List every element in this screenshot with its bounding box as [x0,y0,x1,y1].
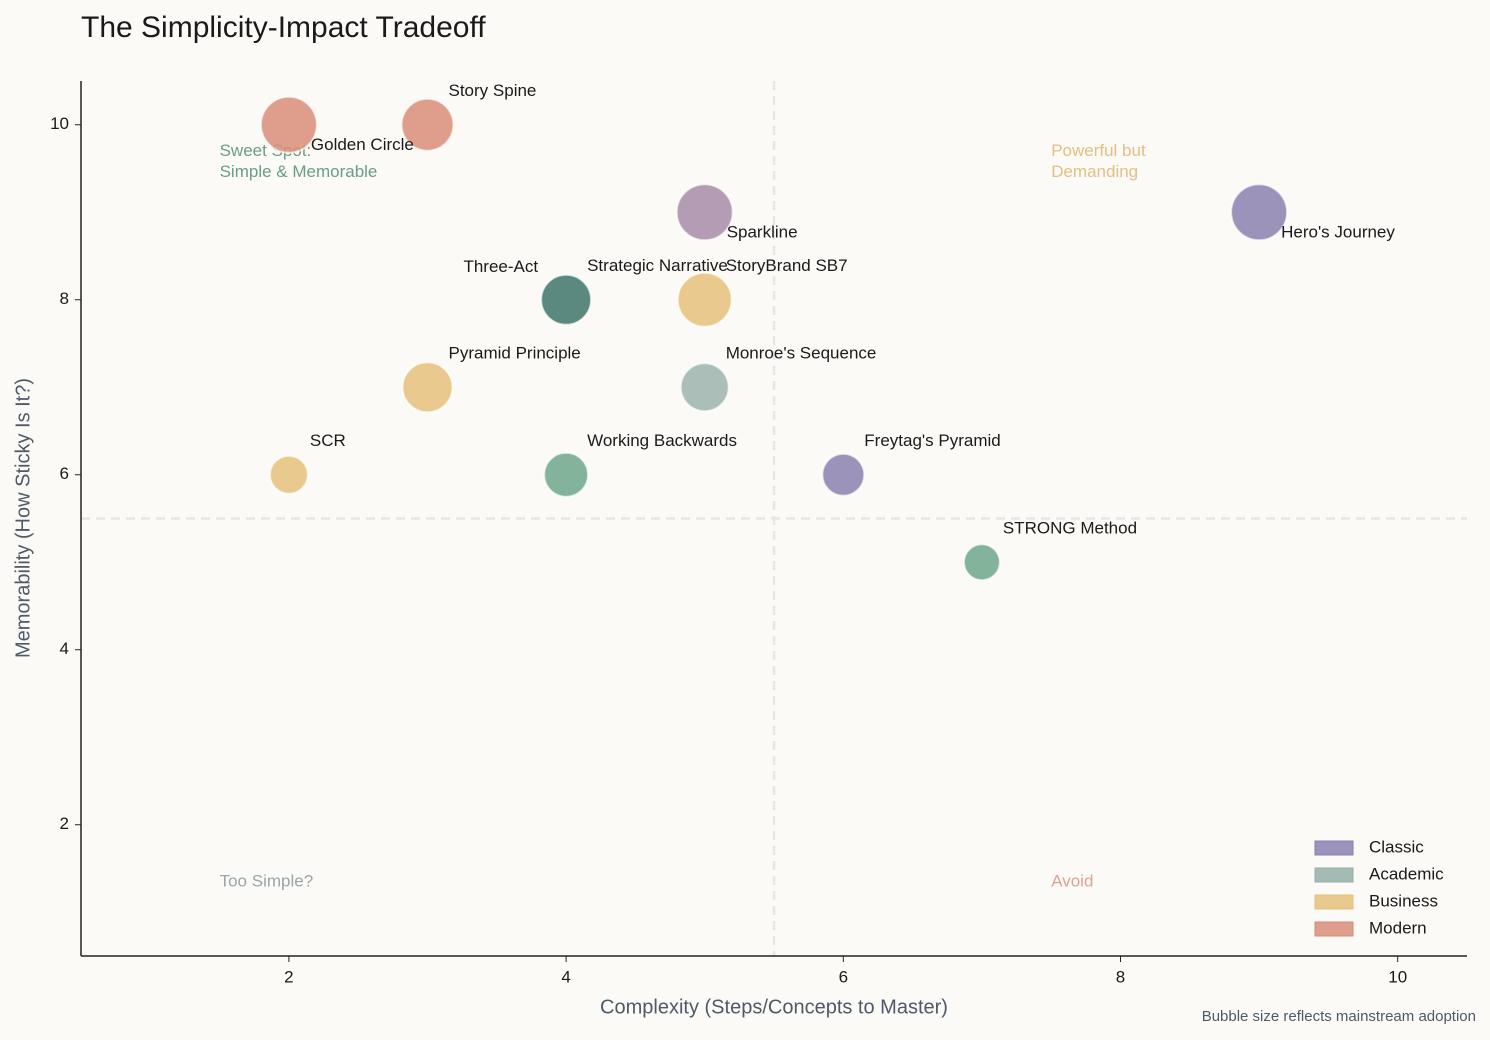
bubble [1230,183,1289,242]
point-label: Freytag's Pyramid [864,431,1000,450]
x-tick-label: 8 [1116,967,1125,986]
legend-label: Academic [1369,864,1444,883]
point-label: Three-Act [463,257,538,276]
legend-swatch [1314,921,1354,937]
legend-label: Modern [1369,918,1427,937]
legend-label: Classic [1369,837,1424,856]
quadrant-annotation: Powerful but [1051,141,1146,160]
point-label: Strategic Narrative [587,256,728,275]
x-axis-label: Complexity (Steps/Concepts to Master) [600,996,948,1018]
bubble [540,273,593,326]
point-label: Working Backwards [587,431,737,450]
x-tick-label: 10 [1388,967,1407,986]
quadrant-annotation: Demanding [1051,162,1138,181]
quadrant-annotation: Simple & Memorable [220,162,378,181]
x-tick-label: 2 [284,967,293,986]
footnote: Bubble size reflects mainstream adoption [1202,1008,1476,1025]
bubble [962,543,1001,582]
point-label: SCR [310,431,346,450]
y-tick-label: 4 [60,639,69,658]
point-label: STRONG Method [1003,519,1137,538]
y-tick-label: 6 [60,464,69,483]
point-label: StoryBrand SB7 [726,256,848,275]
point-label: Pyramid Principle [449,344,581,363]
point-label: Hero's Journey [1281,223,1395,242]
bubble [676,271,733,328]
bubble [268,454,309,495]
legend-label: Business [1369,891,1438,910]
point-label: Monroe's Sequence [726,344,877,363]
y-tick-label: 10 [50,114,69,133]
y-tick-label: 2 [60,814,69,833]
quadrant-annotation: Too Simple? [220,872,314,891]
y-axis-label: Memorability (How Sticky Is It?) [12,378,34,658]
point-label: Golden Circle [311,135,414,154]
legend-swatch [1314,867,1354,883]
x-tick-label: 6 [839,967,848,986]
bubble [401,361,454,414]
bubble [400,97,455,152]
bubble [679,362,730,413]
bubble [259,95,318,154]
legend-swatch [1314,894,1354,910]
bubble [821,452,866,497]
quadrant-annotation: Avoid [1051,872,1093,891]
y-tick-label: 8 [60,289,69,308]
chart-title: The Simplicity-Impact Tradeoff [81,11,486,44]
point-label: Sparkline [727,223,798,242]
bubble [675,183,734,242]
bubble [543,451,590,498]
x-tick-label: 4 [561,967,570,986]
legend-swatch [1314,840,1354,856]
point-label: Story Spine [449,81,537,100]
